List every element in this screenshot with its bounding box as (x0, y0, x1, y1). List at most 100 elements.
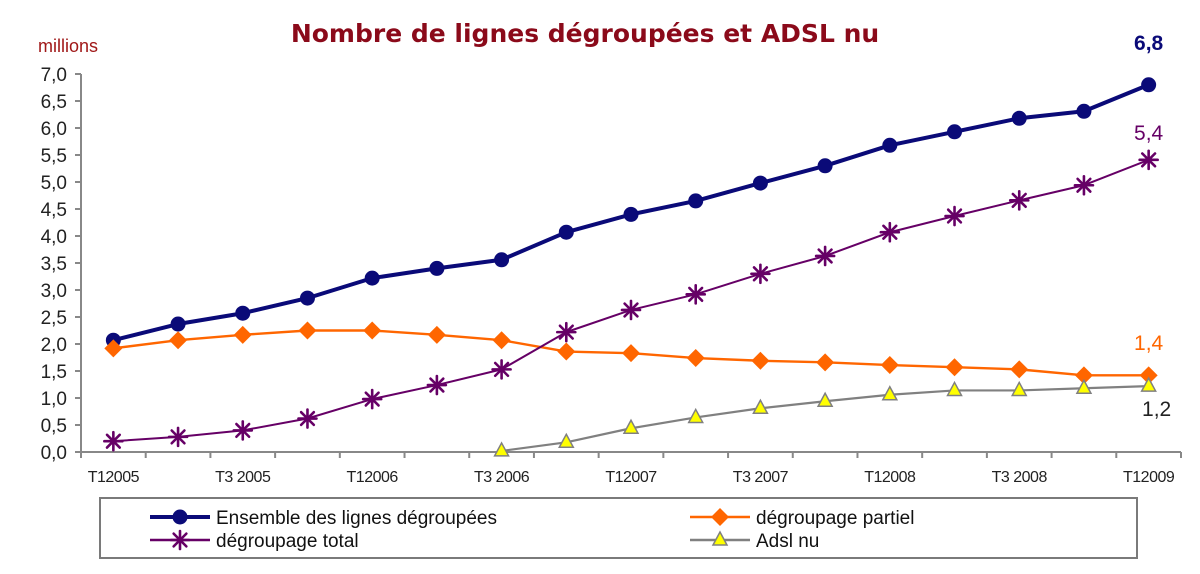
end-value-label: 1,4 (1134, 332, 1164, 355)
chart-title: Nombre de lignes dégroupées et ADSL nu (291, 19, 879, 48)
y-tick-label: 4,5 (41, 200, 67, 221)
data-point (945, 358, 964, 377)
data-point (622, 418, 640, 434)
series-3 (493, 376, 1157, 457)
data-point (944, 205, 965, 227)
data-point (233, 325, 252, 344)
data-point (491, 359, 512, 380)
y-tick-label: 5,0 (41, 173, 67, 194)
data-point (558, 432, 575, 449)
data-point (752, 398, 769, 415)
data-point (816, 353, 835, 372)
y-axis-ticks: 0,0 0,5 1,0 1,5 2,0 2,5 3,0 3,5 4,0 4,5 5,0 5,5 6,0 6… (41, 65, 81, 464)
y-tick-label: 1,0 (41, 389, 67, 410)
y-tick-label: 2,0 (41, 335, 67, 356)
data-point (1008, 190, 1030, 211)
legend-item: dégroupage total (150, 529, 359, 552)
data-point (426, 374, 448, 396)
legend-marker (711, 508, 729, 526)
x-tick-label: T12005 (88, 469, 140, 486)
data-point (1140, 376, 1157, 392)
data-point (364, 270, 380, 286)
end-value-label: 1,2 (1142, 398, 1171, 421)
data-point (555, 321, 577, 343)
y-tick-label: 7,0 (41, 65, 67, 86)
x-tick-label: T12009 (1123, 469, 1175, 486)
x-axis-ticks: T12005 T3 2005 T12006 T3 2006 T12007 T3 2007 T… (80, 452, 1182, 486)
end-value-label: 6,8 (1134, 32, 1164, 55)
data-point (427, 325, 446, 344)
end-value-label: 5,4 (1134, 122, 1164, 145)
x-tick-label: T3 2007 (733, 469, 789, 486)
legend-item: Adsl nu (690, 530, 819, 552)
data-point (363, 321, 382, 340)
legend-box (99, 497, 1138, 559)
data-point (299, 290, 315, 306)
data-point (1010, 380, 1028, 397)
legend-label: dégroupage partiel (756, 508, 914, 529)
data-point (1076, 103, 1092, 119)
data-point (235, 305, 251, 321)
y-tick-label: 2,5 (41, 308, 67, 329)
y-tick-label: 6,5 (41, 92, 67, 113)
data-point (170, 316, 186, 332)
data-point (685, 284, 707, 305)
y-tick-label: 3,5 (41, 254, 67, 275)
data-point (1075, 378, 1093, 395)
legend-marker (172, 509, 188, 525)
data-point (429, 260, 445, 276)
legend: Ensemble des lignes dégroupées dégroupage… (99, 497, 1138, 559)
y-tick-label: 3,0 (41, 281, 67, 302)
legend-item: dégroupage partiel (690, 508, 914, 529)
legend-marker (711, 530, 729, 546)
data-point (297, 408, 318, 429)
data-point (104, 339, 123, 358)
data-point (686, 349, 705, 368)
data-point (879, 221, 901, 243)
legend-marker (169, 529, 191, 551)
data-point (814, 245, 836, 267)
data-point (882, 137, 898, 153)
series-0 (105, 77, 1157, 348)
data-point (817, 158, 833, 174)
data-point (298, 321, 317, 340)
data-point (493, 441, 510, 457)
data-point (752, 175, 768, 191)
x-tick-label: T3 2005 (215, 469, 271, 486)
legend-label: Ensemble des lignes dégroupées (216, 508, 497, 529)
legend-item: Ensemble des lignes dégroupées (150, 508, 497, 529)
data-point (623, 206, 639, 222)
legend-label: dégroupage total (216, 531, 359, 552)
y-tick-label: 1,5 (41, 362, 67, 383)
data-point (167, 426, 189, 448)
y-tick-label: 6,0 (41, 119, 67, 140)
data-point (494, 252, 510, 268)
y-tick-label: 0,5 (41, 416, 67, 437)
data-point (688, 193, 704, 209)
data-point (687, 407, 704, 424)
x-tick-label: T3 2006 (474, 469, 530, 486)
data-point (1010, 360, 1029, 379)
y-tick-label: 4,0 (41, 227, 67, 248)
series-1 (104, 321, 1158, 385)
end-labels: 6,8 1,4 5,4 1,2 (1134, 32, 1171, 421)
data-point (1139, 366, 1158, 385)
data-point (558, 224, 574, 240)
x-tick-label: T12006 (347, 469, 399, 486)
y-tick-label: 5,5 (41, 146, 67, 167)
data-point (1011, 110, 1027, 126)
data-point (816, 391, 834, 407)
data-point (750, 263, 771, 285)
data-point (557, 342, 576, 361)
data-point (1074, 366, 1093, 385)
series-group (103, 77, 1159, 457)
data-point (492, 331, 511, 350)
data-point (169, 331, 188, 350)
y-tick-label: 0,0 (41, 443, 67, 464)
legend-label: Adsl nu (756, 531, 819, 552)
data-point (361, 388, 383, 410)
x-tick-label: T12007 (605, 469, 657, 486)
data-point (880, 356, 899, 375)
data-point (947, 124, 963, 140)
